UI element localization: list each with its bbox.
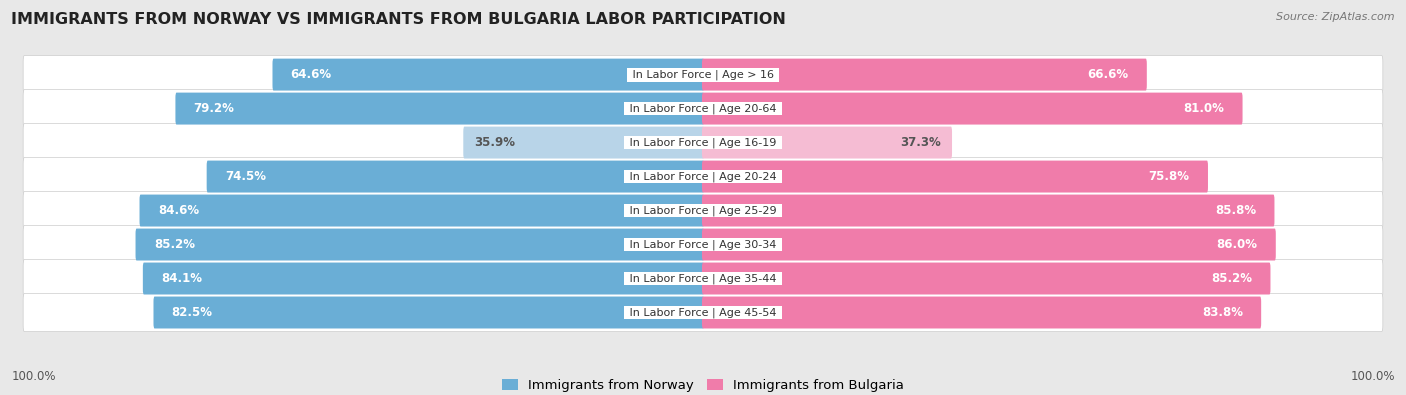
FancyBboxPatch shape <box>207 161 704 192</box>
FancyBboxPatch shape <box>702 126 952 158</box>
FancyBboxPatch shape <box>273 58 704 90</box>
Text: In Labor Force | Age 30-34: In Labor Force | Age 30-34 <box>626 239 780 250</box>
Text: IMMIGRANTS FROM NORWAY VS IMMIGRANTS FROM BULGARIA LABOR PARTICIPATION: IMMIGRANTS FROM NORWAY VS IMMIGRANTS FRO… <box>11 12 786 27</box>
FancyBboxPatch shape <box>22 90 1384 128</box>
Text: 37.3%: 37.3% <box>900 136 941 149</box>
FancyBboxPatch shape <box>135 229 704 261</box>
FancyBboxPatch shape <box>702 161 1208 192</box>
FancyBboxPatch shape <box>22 260 1384 297</box>
Text: 86.0%: 86.0% <box>1216 238 1257 251</box>
FancyBboxPatch shape <box>22 226 1384 263</box>
Text: In Labor Force | Age > 16: In Labor Force | Age > 16 <box>628 70 778 80</box>
FancyBboxPatch shape <box>153 297 704 329</box>
Text: 85.2%: 85.2% <box>153 238 195 251</box>
Text: 79.2%: 79.2% <box>194 102 235 115</box>
Text: In Labor Force | Age 20-64: In Labor Force | Age 20-64 <box>626 103 780 114</box>
FancyBboxPatch shape <box>139 195 704 226</box>
FancyBboxPatch shape <box>143 263 704 295</box>
Text: 74.5%: 74.5% <box>225 170 266 183</box>
FancyBboxPatch shape <box>176 92 704 124</box>
Text: 100.0%: 100.0% <box>11 370 56 383</box>
Text: In Labor Force | Age 16-19: In Labor Force | Age 16-19 <box>626 137 780 148</box>
Text: 81.0%: 81.0% <box>1184 102 1225 115</box>
Text: Source: ZipAtlas.com: Source: ZipAtlas.com <box>1277 12 1395 22</box>
FancyBboxPatch shape <box>702 58 1147 90</box>
FancyBboxPatch shape <box>22 124 1384 162</box>
Text: 83.8%: 83.8% <box>1202 306 1243 319</box>
FancyBboxPatch shape <box>702 92 1243 124</box>
Text: In Labor Force | Age 45-54: In Labor Force | Age 45-54 <box>626 307 780 318</box>
Text: 66.6%: 66.6% <box>1087 68 1129 81</box>
Text: 84.6%: 84.6% <box>157 204 198 217</box>
Text: 64.6%: 64.6% <box>291 68 332 81</box>
FancyBboxPatch shape <box>22 293 1384 331</box>
FancyBboxPatch shape <box>702 297 1261 329</box>
FancyBboxPatch shape <box>702 229 1275 261</box>
FancyBboxPatch shape <box>464 126 704 158</box>
Text: In Labor Force | Age 25-29: In Labor Force | Age 25-29 <box>626 205 780 216</box>
Text: 100.0%: 100.0% <box>1350 370 1395 383</box>
Text: 84.1%: 84.1% <box>162 272 202 285</box>
FancyBboxPatch shape <box>702 263 1271 295</box>
Text: 85.8%: 85.8% <box>1215 204 1256 217</box>
Text: In Labor Force | Age 20-24: In Labor Force | Age 20-24 <box>626 171 780 182</box>
Text: 35.9%: 35.9% <box>475 136 516 149</box>
FancyBboxPatch shape <box>22 56 1384 94</box>
FancyBboxPatch shape <box>22 158 1384 196</box>
Legend: Immigrants from Norway, Immigrants from Bulgaria: Immigrants from Norway, Immigrants from … <box>496 374 910 395</box>
Text: 85.2%: 85.2% <box>1211 272 1253 285</box>
Text: 82.5%: 82.5% <box>172 306 212 319</box>
Text: 75.8%: 75.8% <box>1149 170 1189 183</box>
FancyBboxPatch shape <box>702 195 1274 226</box>
Text: In Labor Force | Age 35-44: In Labor Force | Age 35-44 <box>626 273 780 284</box>
FancyBboxPatch shape <box>22 192 1384 229</box>
